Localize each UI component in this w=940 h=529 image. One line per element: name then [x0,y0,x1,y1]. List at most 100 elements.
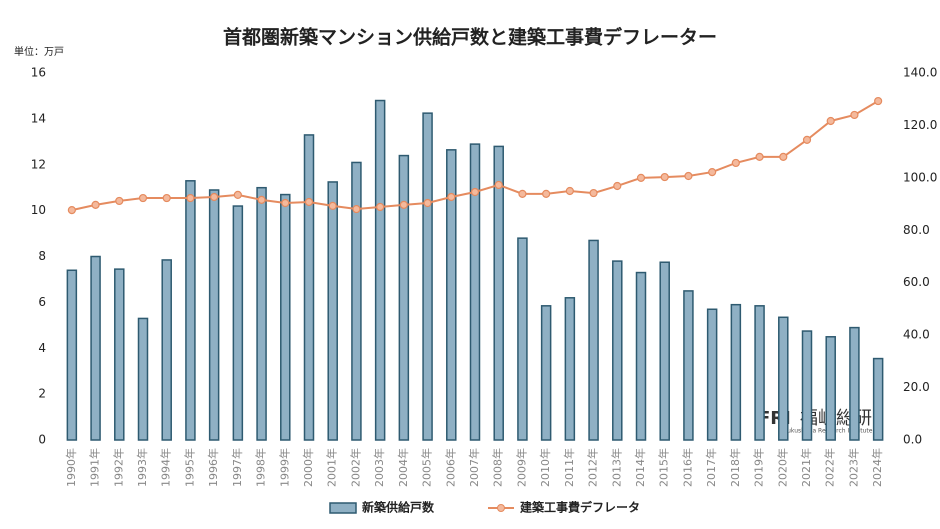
x-tick-label: 2010年 [538,448,552,487]
y-tick-label: 8 [38,249,46,263]
line-marker [684,171,693,181]
x-tick-label: 2018年 [728,448,742,487]
y-tick-label: 16 [31,66,46,80]
y2-tick-label: 140.0 [903,66,937,80]
y2-tick-label: 120.0 [903,118,937,132]
bar [801,330,813,441]
x-tick-label: 2017年 [704,448,718,487]
bar [232,205,244,441]
x-tick-label: 2004年 [396,448,410,487]
y2-tick-label: 80.0 [903,223,930,237]
x-tick-label: 2011年 [562,448,576,487]
line-marker [423,198,432,208]
x-tick-label: 2013年 [609,448,623,487]
line-marker [565,186,574,196]
bar [161,259,172,441]
line-marker [826,116,835,126]
y-tick-label: 0 [38,433,46,447]
line-marker [613,181,622,191]
bar [351,161,362,441]
y-tick-label: 4 [38,341,46,355]
x-tick-label: 1997年 [230,448,244,487]
y-tick-label: 10 [31,203,46,217]
x-tick-label: 2022年 [823,448,837,487]
line-marker [67,206,76,215]
line-marker [636,173,646,182]
line-marker [802,135,812,144]
line-marker [447,192,456,202]
x-tick-label: 1991年 [88,448,102,487]
x-tick-label: 2015年 [657,448,671,487]
bar [303,134,315,441]
line-marker [589,188,598,198]
y2-tick-label: 100.0 [903,170,937,184]
bar [612,260,623,441]
bar [517,237,528,441]
y-tick-label: 6 [38,295,46,309]
bar [469,143,481,441]
bar [422,112,433,441]
x-tick-label: 2020年 [775,448,789,487]
x-tick-label: 2014年 [633,448,647,487]
x-tick-label: 2007年 [467,448,481,487]
y2-tick-label: 0.0 [903,433,922,447]
x-tick-label: 2002年 [348,448,362,487]
bar [398,154,410,441]
bar [635,271,647,441]
bar [564,297,576,441]
x-tick-label: 2008年 [491,448,505,487]
line-marker [708,167,717,177]
bar [730,303,742,441]
x-tick-label: 2012年 [586,448,600,487]
bar [778,316,789,441]
x-tick-label: 1996年 [206,448,220,487]
x-tick-label: 2000年 [301,448,315,487]
line-marker [874,96,883,106]
y2-tick-label: 40.0 [903,328,930,342]
line-marker [233,190,242,199]
y-tick-label: 12 [31,157,46,171]
bar [114,268,125,441]
x-tick-label: 2003年 [372,448,386,487]
x-tick-label: 1990年 [64,448,78,487]
line-marker [91,200,100,209]
bar [185,180,196,441]
legend-swatch-marker [497,504,505,512]
unit-label: 単位：万戸 [14,45,64,58]
x-tick-label: 1999年 [277,448,291,487]
line-marker [376,202,385,212]
line-marker [494,180,503,190]
bar [446,149,457,441]
x-tick-label: 2021年 [799,448,813,487]
x-tick-label: 1992年 [111,448,125,487]
x-tick-label: 2006年 [443,448,457,487]
x-tick-label: 2019年 [752,448,766,487]
line-marker [304,197,314,207]
x-tick-label: 1995年 [182,448,196,487]
chart-title: 首都圏新築マンション供給戸数と建築工事費デフレーター [223,26,717,49]
line-marker [470,187,480,197]
bar [493,145,504,441]
x-tick-label: 2001年 [325,448,339,487]
x-tick-label: 2005年 [420,448,434,487]
bar [327,181,338,441]
line-marker [162,193,171,203]
y2-tick-label: 60.0 [903,275,930,289]
x-tick-label: 1998年 [254,448,268,487]
line-marker [731,158,740,168]
line-marker [186,193,195,203]
line-marker [257,195,266,204]
bar [825,336,836,441]
legend-label: 新築供給戸数 [362,500,435,515]
line-marker [518,189,527,198]
bar [256,186,267,441]
bar [872,357,884,441]
line-marker [138,193,148,203]
y-tick-label: 14 [31,111,46,125]
x-tick-label: 1993年 [135,448,149,487]
line-marker [115,196,124,206]
line-marker [660,172,669,182]
line-marker [542,189,551,198]
